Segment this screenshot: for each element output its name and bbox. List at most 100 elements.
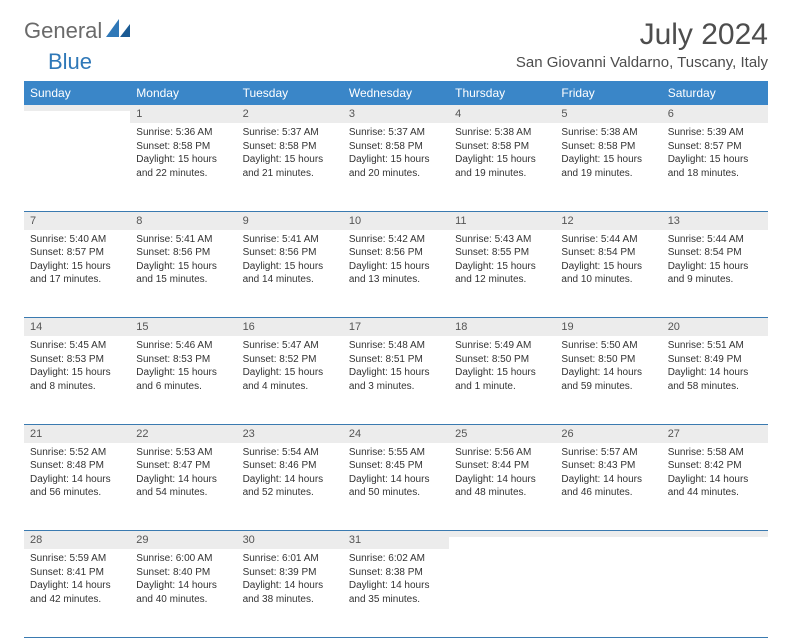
- logo-sail-icon: [106, 19, 132, 39]
- daynum-cell: 10: [343, 211, 449, 230]
- daylight-text: Daylight: 14 hours and 48 minutes.: [455, 473, 549, 500]
- day-number: 24: [343, 425, 449, 443]
- sunset-text: Sunset: 8:57 PM: [668, 140, 762, 154]
- day-cell: Sunrise: 5:46 AMSunset: 8:53 PMDaylight:…: [130, 336, 236, 424]
- day-content: Sunrise: 5:47 AMSunset: 8:52 PMDaylight:…: [237, 336, 343, 399]
- weekday-header: Sunday: [24, 81, 130, 105]
- day-content: Sunrise: 5:50 AMSunset: 8:50 PMDaylight:…: [555, 336, 661, 399]
- sunset-text: Sunset: 8:53 PM: [136, 353, 230, 367]
- day-content: Sunrise: 5:36 AMSunset: 8:58 PMDaylight:…: [130, 123, 236, 186]
- sunset-text: Sunset: 8:53 PM: [30, 353, 124, 367]
- daylight-text: Daylight: 15 hours and 17 minutes.: [30, 260, 124, 287]
- sunset-text: Sunset: 8:41 PM: [30, 566, 124, 580]
- sunset-text: Sunset: 8:58 PM: [136, 140, 230, 154]
- day-cell: Sunrise: 5:57 AMSunset: 8:43 PMDaylight:…: [555, 443, 661, 531]
- day-number: 12: [555, 212, 661, 230]
- sunrise-text: Sunrise: 5:37 AM: [349, 126, 443, 140]
- sunrise-text: Sunrise: 5:53 AM: [136, 446, 230, 460]
- daylight-text: Daylight: 15 hours and 9 minutes.: [668, 260, 762, 287]
- day-number: 2: [237, 105, 343, 123]
- day-content: Sunrise: 5:42 AMSunset: 8:56 PMDaylight:…: [343, 230, 449, 293]
- sunset-text: Sunset: 8:58 PM: [455, 140, 549, 154]
- daynum-cell: 11: [449, 211, 555, 230]
- daylight-text: Daylight: 15 hours and 22 minutes.: [136, 153, 230, 180]
- day-number: 31: [343, 531, 449, 549]
- sunset-text: Sunset: 8:49 PM: [668, 353, 762, 367]
- daylight-text: Daylight: 14 hours and 38 minutes.: [243, 579, 337, 606]
- daylight-text: Daylight: 15 hours and 18 minutes.: [668, 153, 762, 180]
- sunrise-text: Sunrise: 5:40 AM: [30, 233, 124, 247]
- sunset-text: Sunset: 8:42 PM: [668, 459, 762, 473]
- day-content: Sunrise: 5:41 AMSunset: 8:56 PMDaylight:…: [237, 230, 343, 293]
- daynum-cell: 3: [343, 105, 449, 123]
- day-content: Sunrise: 5:43 AMSunset: 8:55 PMDaylight:…: [449, 230, 555, 293]
- daylight-text: Daylight: 15 hours and 14 minutes.: [243, 260, 337, 287]
- day-content: Sunrise: 5:51 AMSunset: 8:49 PMDaylight:…: [662, 336, 768, 399]
- sunrise-text: Sunrise: 5:51 AM: [668, 339, 762, 353]
- day-content: Sunrise: 5:46 AMSunset: 8:53 PMDaylight:…: [130, 336, 236, 399]
- day-cell: Sunrise: 5:37 AMSunset: 8:58 PMDaylight:…: [237, 123, 343, 211]
- sunrise-text: Sunrise: 5:48 AM: [349, 339, 443, 353]
- daynum-cell: 18: [449, 318, 555, 337]
- daynum-row: 123456: [24, 105, 768, 123]
- sunrise-text: Sunrise: 5:58 AM: [668, 446, 762, 460]
- sunset-text: Sunset: 8:40 PM: [136, 566, 230, 580]
- daylight-text: Daylight: 15 hours and 6 minutes.: [136, 366, 230, 393]
- sunset-text: Sunset: 8:39 PM: [243, 566, 337, 580]
- sunset-text: Sunset: 8:56 PM: [136, 246, 230, 260]
- day-cell: Sunrise: 5:39 AMSunset: 8:57 PMDaylight:…: [662, 123, 768, 211]
- daynum-row: 28293031: [24, 531, 768, 550]
- sunset-text: Sunset: 8:43 PM: [561, 459, 655, 473]
- sunset-text: Sunset: 8:58 PM: [243, 140, 337, 154]
- day-number: 21: [24, 425, 130, 443]
- day-cell: Sunrise: 5:58 AMSunset: 8:42 PMDaylight:…: [662, 443, 768, 531]
- daynum-cell: [555, 531, 661, 550]
- day-content: Sunrise: 5:38 AMSunset: 8:58 PMDaylight:…: [555, 123, 661, 186]
- weekday-header: Wednesday: [343, 81, 449, 105]
- day-number: [662, 531, 768, 537]
- sunrise-text: Sunrise: 5:38 AM: [561, 126, 655, 140]
- day-number: 5: [555, 105, 661, 123]
- day-number: 22: [130, 425, 236, 443]
- content-row: Sunrise: 5:40 AMSunset: 8:57 PMDaylight:…: [24, 230, 768, 318]
- day-content: Sunrise: 5:56 AMSunset: 8:44 PMDaylight:…: [449, 443, 555, 506]
- sunset-text: Sunset: 8:56 PM: [349, 246, 443, 260]
- day-content: Sunrise: 5:57 AMSunset: 8:43 PMDaylight:…: [555, 443, 661, 506]
- day-content: Sunrise: 5:52 AMSunset: 8:48 PMDaylight:…: [24, 443, 130, 506]
- day-number: 19: [555, 318, 661, 336]
- day-cell: Sunrise: 5:40 AMSunset: 8:57 PMDaylight:…: [24, 230, 130, 318]
- daylight-text: Daylight: 14 hours and 59 minutes.: [561, 366, 655, 393]
- day-cell: Sunrise: 5:44 AMSunset: 8:54 PMDaylight:…: [662, 230, 768, 318]
- daynum-row: 21222324252627: [24, 424, 768, 443]
- day-cell: Sunrise: 5:51 AMSunset: 8:49 PMDaylight:…: [662, 336, 768, 424]
- daynum-cell: 1: [130, 105, 236, 123]
- daylight-text: Daylight: 15 hours and 1 minute.: [455, 366, 549, 393]
- sunrise-text: Sunrise: 5:59 AM: [30, 552, 124, 566]
- sunset-text: Sunset: 8:55 PM: [455, 246, 549, 260]
- sunrise-text: Sunrise: 5:54 AM: [243, 446, 337, 460]
- content-row: Sunrise: 5:36 AMSunset: 8:58 PMDaylight:…: [24, 123, 768, 211]
- day-number: 20: [662, 318, 768, 336]
- daynum-cell: 24: [343, 424, 449, 443]
- daylight-text: Daylight: 14 hours and 46 minutes.: [561, 473, 655, 500]
- day-cell: Sunrise: 5:55 AMSunset: 8:45 PMDaylight:…: [343, 443, 449, 531]
- day-cell: Sunrise: 5:59 AMSunset: 8:41 PMDaylight:…: [24, 549, 130, 637]
- day-cell: Sunrise: 5:49 AMSunset: 8:50 PMDaylight:…: [449, 336, 555, 424]
- daynum-cell: 23: [237, 424, 343, 443]
- daynum-cell: 6: [662, 105, 768, 123]
- day-content: Sunrise: 5:37 AMSunset: 8:58 PMDaylight:…: [237, 123, 343, 186]
- location-subtitle: San Giovanni Valdarno, Tuscany, Italy: [516, 54, 768, 71]
- sunrise-text: Sunrise: 6:00 AM: [136, 552, 230, 566]
- sunset-text: Sunset: 8:52 PM: [243, 353, 337, 367]
- day-content: Sunrise: 5:37 AMSunset: 8:58 PMDaylight:…: [343, 123, 449, 186]
- daynum-cell: 17: [343, 318, 449, 337]
- day-number: 9: [237, 212, 343, 230]
- day-number: 25: [449, 425, 555, 443]
- day-content: Sunrise: 5:45 AMSunset: 8:53 PMDaylight:…: [24, 336, 130, 399]
- daynum-cell: 8: [130, 211, 236, 230]
- sunrise-text: Sunrise: 5:42 AM: [349, 233, 443, 247]
- day-cell: Sunrise: 5:42 AMSunset: 8:56 PMDaylight:…: [343, 230, 449, 318]
- day-cell: Sunrise: 6:00 AMSunset: 8:40 PMDaylight:…: [130, 549, 236, 637]
- month-title: July 2024: [516, 18, 768, 52]
- day-content: [24, 123, 130, 132]
